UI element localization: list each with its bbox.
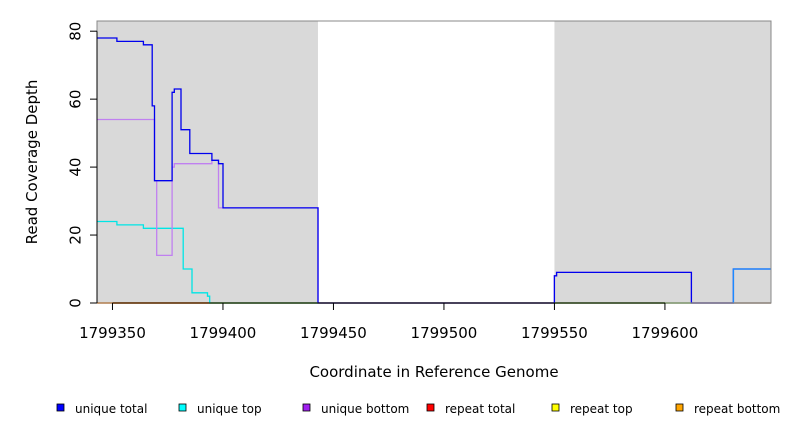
x-tick-label: 1799400 — [190, 324, 257, 342]
y-tick-label: 20 — [67, 226, 85, 245]
legend-item-repeat-total: repeat total — [426, 402, 515, 416]
legend-swatch — [56, 403, 65, 412]
legend-label: repeat top — [570, 402, 633, 416]
legend-label: unique bottom — [321, 402, 409, 416]
legend-swatch — [551, 403, 560, 412]
y-axis-title: Read Coverage Depth — [23, 80, 41, 245]
legend: unique total unique top unique bottom repea… — [56, 402, 780, 416]
shaded-region-0 — [97, 21, 318, 303]
y-tick-label: 60 — [67, 90, 85, 109]
y-axis: 0 20 40 60 80 — [67, 22, 98, 308]
legend-item-repeat-bottom: repeat bottom — [675, 402, 780, 416]
x-tick-label: 1799500 — [411, 324, 478, 342]
x-tick-label: 1799350 — [79, 324, 146, 342]
series-line-unique-total — [97, 37, 771, 304]
legend-item-unique-total: unique total — [56, 402, 147, 416]
y-tick-label: 0 — [67, 298, 85, 308]
legend-item-repeat-top: repeat top — [551, 402, 633, 416]
legend-label: repeat total — [445, 402, 515, 416]
legend-label: repeat bottom — [694, 402, 780, 416]
legend-swatch — [302, 403, 311, 412]
shaded-region-1 — [554, 21, 771, 303]
x-tick-label: 1799600 — [632, 324, 699, 342]
x-tick-label: 1799450 — [300, 324, 367, 342]
legend-swatch — [178, 403, 187, 412]
y-tick-label: 40 — [67, 158, 85, 177]
legend-label: unique total — [75, 402, 147, 416]
x-axis-title: Coordinate in Reference Genome — [309, 363, 558, 381]
series-line-unique-top — [97, 220, 771, 304]
x-tick-label: 1799550 — [521, 324, 588, 342]
x-axis: 1799350 1799400 1799450 1799500 1799550 17996… — [79, 302, 699, 342]
series-line-unique-total-tail — [732, 268, 771, 303]
legend-label: unique top — [197, 402, 262, 416]
legend-item-unique-top: unique top — [178, 402, 262, 416]
legend-swatch — [426, 403, 435, 412]
y-tick-label: 80 — [67, 22, 85, 41]
legend-item-unique-bottom: unique bottom — [302, 402, 409, 416]
legend-swatch — [675, 403, 684, 412]
shaded-regions — [97, 21, 771, 303]
